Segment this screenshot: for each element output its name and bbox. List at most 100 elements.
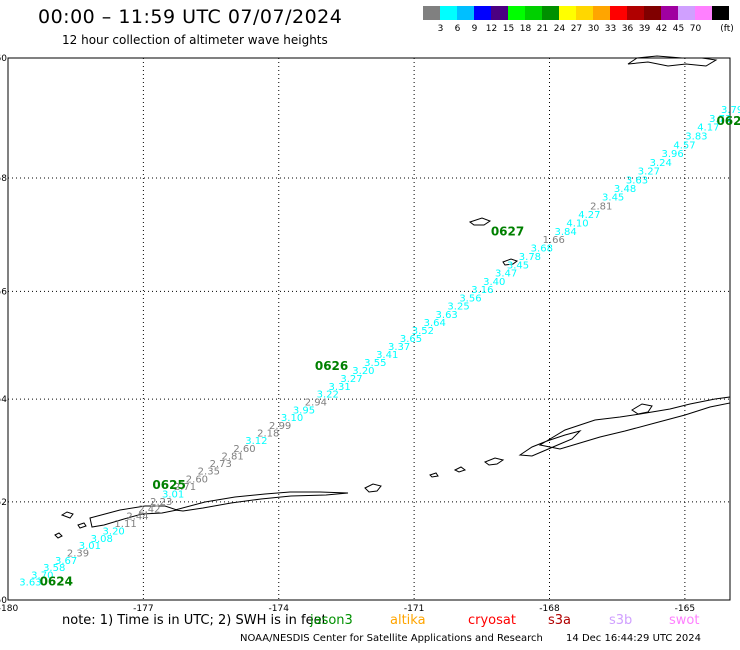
- track-value: 3.67: [55, 556, 77, 567]
- track-value: 2.99: [269, 421, 291, 432]
- track-value: 3.55: [364, 358, 386, 369]
- track-value: 3.73: [709, 114, 731, 125]
- legend-label: 3: [437, 24, 444, 34]
- lat-tick-label: 58: [0, 174, 7, 184]
- legend-label: 18: [519, 24, 532, 34]
- legend-swatch: [559, 6, 576, 20]
- legend-swatch: [661, 6, 678, 20]
- track-value: 3.96: [662, 149, 684, 160]
- satellite-s3b: s3b: [609, 613, 633, 628]
- track-value: 3.45: [602, 193, 624, 204]
- alaska-mainland-coast: [627, 55, 718, 67]
- track-value: 3.64: [424, 318, 446, 329]
- legend-swatch: [627, 6, 644, 20]
- track-value: 3.79: [721, 105, 740, 116]
- lon-tick-label: -168: [539, 604, 560, 614]
- track-date-label: 0626: [315, 359, 348, 373]
- track-value: 3.63: [436, 310, 458, 321]
- track-value: 3.56: [459, 293, 481, 304]
- track-value: 1.66: [543, 235, 565, 246]
- satellite-swot: swot: [669, 613, 700, 628]
- track-value: 3.84: [554, 227, 576, 238]
- legend-label: 33: [604, 24, 617, 34]
- legend-swatch: [695, 6, 712, 20]
- legend-swatch: [678, 6, 695, 20]
- track-value: 2.81: [221, 452, 243, 463]
- legend-label: 30: [587, 24, 600, 34]
- lat-tick-label: 50: [0, 596, 7, 606]
- coastline-layer: [54, 55, 731, 539]
- track-value: 3.25: [447, 302, 469, 313]
- track-value: 2.71: [174, 482, 196, 493]
- aleutian-coastline-central: [174, 457, 505, 512]
- legend-label: 27: [570, 24, 583, 34]
- track-value: 3.16: [471, 285, 493, 296]
- legend-unit: (ft): [720, 24, 734, 34]
- track-value: 3.10: [281, 413, 303, 424]
- track-value: 2.35: [198, 467, 220, 478]
- track-value: 2.42: [138, 504, 160, 515]
- satellite-jason3: jason3: [310, 613, 353, 628]
- legend-swatch: [542, 6, 559, 20]
- pribilof-islands: [468, 217, 519, 266]
- lat-tick-label: 56: [0, 287, 7, 297]
- satellite-altika: altika: [390, 613, 426, 628]
- lon-tick-label: -177: [133, 604, 153, 614]
- lon-tick-label: -174: [269, 604, 290, 614]
- track-value: 3.45: [507, 260, 529, 271]
- track-value: 3.20: [103, 526, 125, 537]
- credit-org: NOAA/NESDIS Center for Satellite Applica…: [240, 633, 543, 644]
- legend-label: 24: [553, 24, 566, 34]
- graticule: [8, 58, 730, 600]
- track-value: 4.27: [578, 210, 600, 221]
- track-value: 3.52: [412, 326, 434, 337]
- legend-swatch: [440, 6, 457, 20]
- track-date-labels: 0624 0625 0626 0627 0627: [40, 114, 740, 589]
- satellite-cryosat: cryosat: [468, 613, 516, 628]
- legend-label: 36: [621, 24, 634, 34]
- track-value: 3.83: [685, 132, 707, 143]
- track-value: 4.10: [566, 218, 588, 229]
- lon-tick-label: -165: [675, 604, 695, 614]
- track-value: 3.41: [376, 350, 398, 361]
- track-value: 3.95: [293, 405, 315, 416]
- legend-swatch: [644, 6, 661, 20]
- legend-label: 21: [536, 24, 549, 34]
- lat-tick-label: 52: [0, 498, 7, 508]
- legend-label: 42: [655, 24, 668, 34]
- legend-swatch: [457, 6, 474, 20]
- track-value: 2.60: [233, 444, 255, 455]
- track-date-label: 0627: [491, 224, 524, 238]
- lat-tick-label: 60: [0, 54, 7, 64]
- legend-label: 15: [502, 24, 515, 34]
- track-value: 2.60: [186, 474, 208, 485]
- map-title: 00:00 – 11:59 UTC 07/07/2024: [38, 6, 343, 28]
- lat-tick-label: 54: [0, 395, 7, 405]
- legend-swatch: [712, 6, 729, 20]
- satellite-s3a: s3a: [548, 613, 572, 628]
- track-value: 3.78: [519, 252, 541, 263]
- track-value: 3.47: [495, 269, 517, 280]
- track-value: 3.40: [483, 277, 505, 288]
- credit-line: NOAA/NESDIS Center for Satellite Applica…: [240, 633, 701, 644]
- legend-swatch: [474, 6, 491, 20]
- track-value: 3.68: [531, 244, 553, 255]
- track-date-label: 0627: [716, 114, 740, 128]
- track-value: 4.17: [697, 123, 719, 134]
- track-value: 4.57: [673, 140, 695, 151]
- track-value: 3.31: [329, 382, 351, 393]
- legend-label: 39: [638, 24, 651, 34]
- altimeter-track: 3.633.703.583.672.393.013.083.201.112.44…: [19, 105, 740, 589]
- track-value: 3.22: [317, 390, 339, 401]
- aleutian-coastline-west: [54, 505, 179, 539]
- track-value: 3.01: [162, 489, 184, 500]
- track-value: 3.37: [388, 342, 410, 353]
- axis-tick-labels: -180 -177 -174 -171 -168 -165 50 52 54 56 58 60: [0, 54, 695, 614]
- track-value: 3.63: [626, 175, 648, 186]
- track-value: 2.44: [126, 512, 148, 523]
- footer-note: note: 1) Time is in UTC; 2) SWH is in fe…: [62, 613, 327, 628]
- legend-label: 12: [485, 24, 498, 34]
- track-value: 3.12: [245, 436, 267, 447]
- track-value: 3.48: [614, 184, 636, 195]
